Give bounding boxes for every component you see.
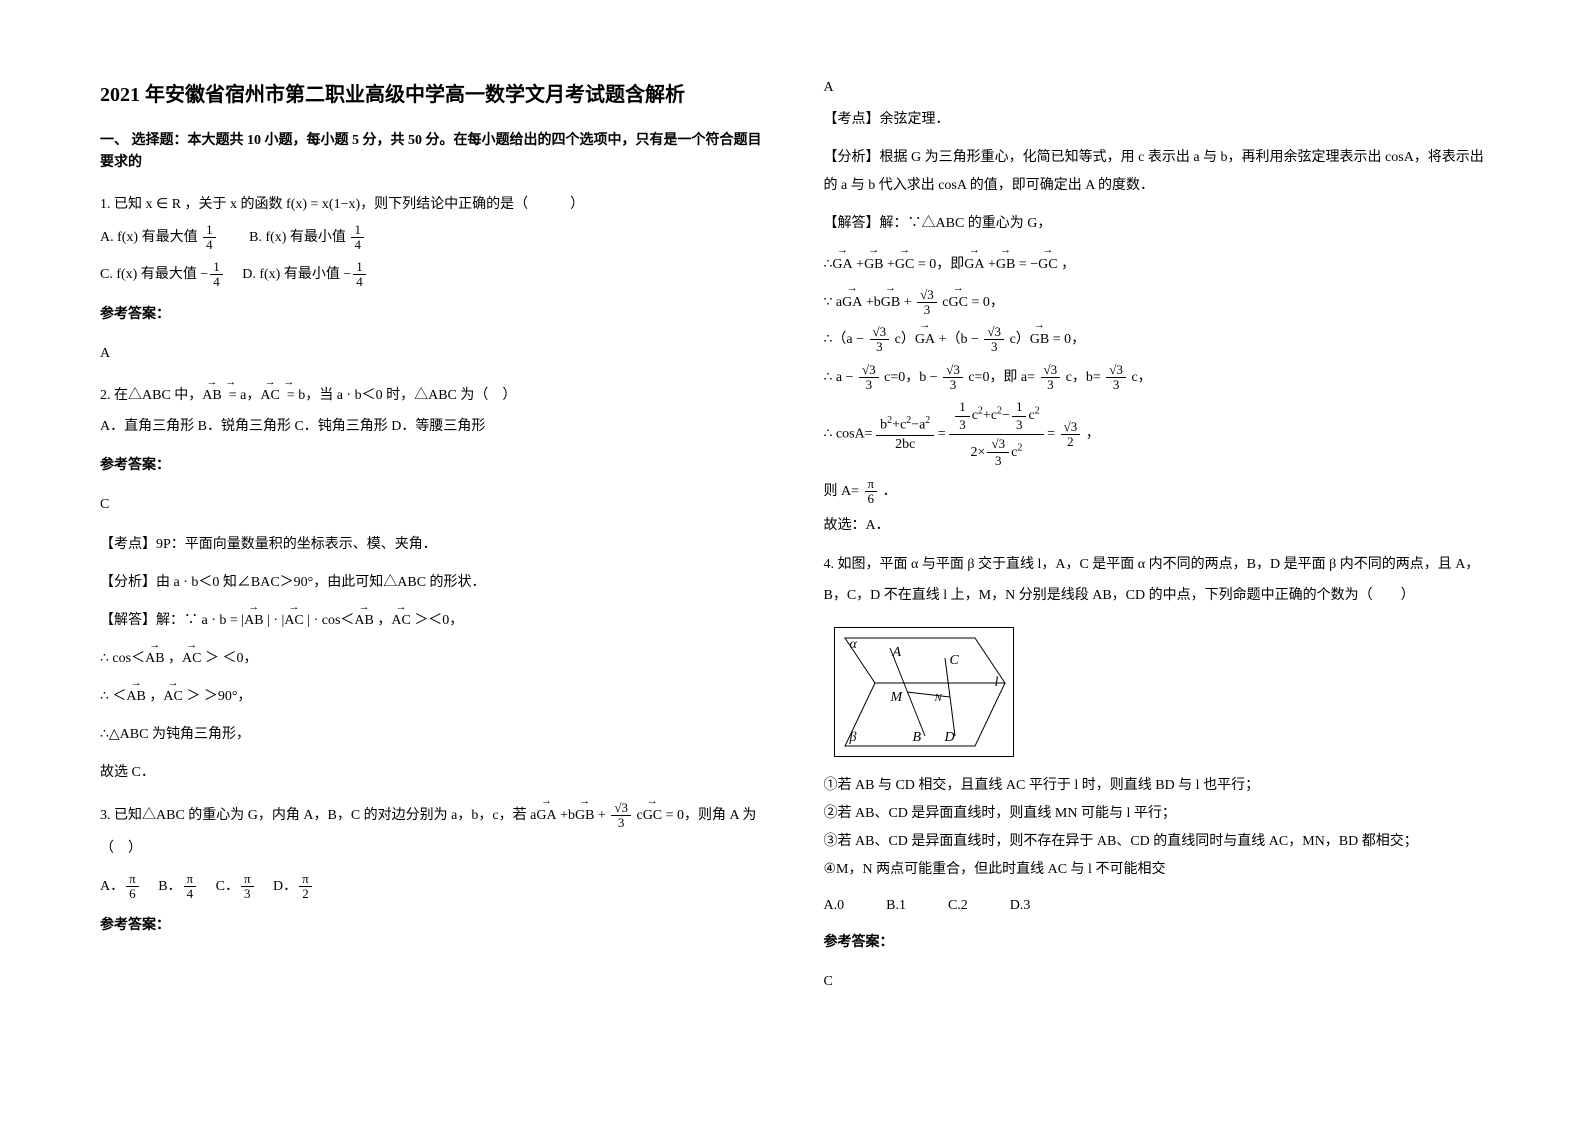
q4-s4: ④M，N 两点可能重合，但此时直线 AC 与 l 不可能相交	[824, 856, 1488, 884]
q2-stem: 2. 在△ABC 中，AB = a，AC = b，当 a · b＜0 时，△AB…	[100, 381, 764, 412]
left-column: 2021 年安徽省宿州市第二职业高级中学高一数学文月考试题含解析 一、 选择题：…	[100, 80, 764, 1009]
q4-answer-label: 参考答案：	[824, 928, 1488, 959]
q1-options-ab: A. f(x) 有最大值 14 B. f(x) 有最小值 14	[100, 221, 764, 255]
q2-kaodian: 【考点】9P：平面向量数量积的坐标表示、模、夹角．	[100, 531, 764, 559]
q3-fenxi: 【分析】根据 G 为三角形重心，化简已知等式，用 c 表示出 a 与 b，再利用…	[824, 144, 1488, 200]
q4-s1: ①若 AB 与 CD 相交，且直线 AC 平行于 l 时，则直线 BD 与 l …	[824, 772, 1488, 800]
q3-jieda5: ∴ a − √33 c=0，b − √33 c=0，即 a= √33 c，b= …	[824, 361, 1488, 395]
label-N: N	[935, 686, 942, 710]
label-beta: β	[850, 723, 857, 754]
label-A: A	[893, 638, 902, 669]
q2-fenxi: 【分析】由 a · b＜0 知∠BAC＞90°，由此可知△ABC 的形状．	[100, 569, 764, 597]
exam-title: 2021 年安徽省宿州市第二职业高级中学高一数学文月考试题含解析	[100, 80, 764, 110]
q2-jieda: 【解答】解：∵ a · b = |AB | · |AC | · cos＜AB ，…	[100, 607, 764, 635]
q2-options: A．直角三角形 B．锐角三角形 C．钝角三角形 D．等腰三角形	[100, 412, 764, 443]
q3-answer-label: 参考答案：	[100, 911, 764, 942]
q2-answer: C	[100, 490, 764, 521]
diagram-svg	[835, 628, 1013, 756]
label-C: C	[950, 646, 959, 677]
question-2: 2. 在△ABC 中，AB = a，AC = b，当 a · b＜0 时，△AB…	[100, 381, 764, 786]
q4-stem: 4. 如图，平面 α 与平面 β 交于直线 l，A，C 是平面 α 内不同的两点…	[824, 550, 1488, 612]
question-3: 3. 已知△ABC 的重心为 G，内角 A，B，C 的对边分别为 a，b，c，若…	[100, 799, 764, 943]
q3-options: A．π6 B．π4 C．π3 D．π2	[100, 870, 764, 904]
q3-kaodian: 【考点】余弦定理．	[824, 106, 1488, 134]
q4-statements: ①若 AB 与 CD 相交，且直线 AC 平行于 l 时，则直线 BD 与 l …	[824, 772, 1488, 884]
section-heading: 一、 选择题：本大题共 10 小题，每小题 5 分，共 50 分。在每小题给出的…	[100, 130, 764, 175]
q4-diagram: α A C M N l B D β	[834, 627, 1014, 757]
q3-stem: 3. 已知△ABC 的重心为 G，内角 A，B，C 的对边分别为 a，b，c，若…	[100, 799, 764, 866]
label-M: M	[891, 683, 903, 714]
q4-s3: ③若 AB、CD 是异面直线时，则不存在异于 AB、CD 的直线同时与直线 AC…	[824, 828, 1488, 856]
label-alpha: α	[850, 630, 857, 661]
q2-line3: ∴ ＜AB ，AC ＞ ＞90°，	[100, 683, 764, 711]
page-container: 2021 年安徽省宿州市第二职业高级中学高一数学文月考试题含解析 一、 选择题：…	[100, 80, 1487, 1009]
q3-jieda2: ∴GA +GB +GC = 0，即GA +GB = −GC ，	[824, 248, 1488, 282]
right-column: A 【考点】余弦定理． 【分析】根据 G 为三角形重心，化简已知等式，用 c 表…	[824, 80, 1488, 1009]
q2-line5: 故选 C．	[100, 759, 764, 787]
label-l: l	[995, 668, 999, 699]
q1-answer: A	[100, 339, 764, 370]
question-4: 4. 如图，平面 α 与平面 β 交于直线 l，A，C 是平面 α 内不同的两点…	[824, 550, 1488, 997]
q1-options-cd: C. f(x) 有最大值 −14 D. f(x) 有最小值 −14	[100, 258, 764, 292]
q4-s2: ②若 AB、CD 是异面直线时，则直线 MN 可能与 l 平行；	[824, 800, 1488, 828]
q3-jieda1: 【解答】解：∵△ABC 的重心为 G，	[824, 210, 1488, 238]
label-B: B	[913, 723, 922, 754]
label-D: D	[945, 723, 955, 754]
q3-jieda6: ∴ cosA= b2+c2−a2 2bc = 13c2+c2−13c2 2×√3…	[824, 398, 1488, 470]
q1-answer-label: 参考答案：	[100, 300, 764, 331]
q3-answer: A	[824, 80, 1488, 96]
q3-jieda4: ∴（a − √33 c）GA +（b − √33 c）GB = 0，	[824, 323, 1488, 357]
q2-line2: ∴ cos＜AB ，AC ＞ ＜0，	[100, 645, 764, 673]
q4-answer: C	[824, 967, 1488, 998]
q2-answer-label: 参考答案：	[100, 451, 764, 482]
question-1: 1. 已知 x ∈ R ，关于 x 的函数 f(x) = x(1−x)，则下列结…	[100, 190, 764, 370]
q1-stem: 1. 已知 x ∈ R ，关于 x 的函数 f(x) = x(1−x)，则下列结…	[100, 190, 764, 221]
q2-line4: ∴△ABC 为钝角三角形，	[100, 721, 764, 749]
q3-jieda8: 故选：A．	[824, 512, 1488, 540]
q3-jieda7: 则 A= π6 ．	[824, 475, 1488, 509]
q4-options: A.0 B.1 C.2 D.3	[824, 892, 1488, 920]
